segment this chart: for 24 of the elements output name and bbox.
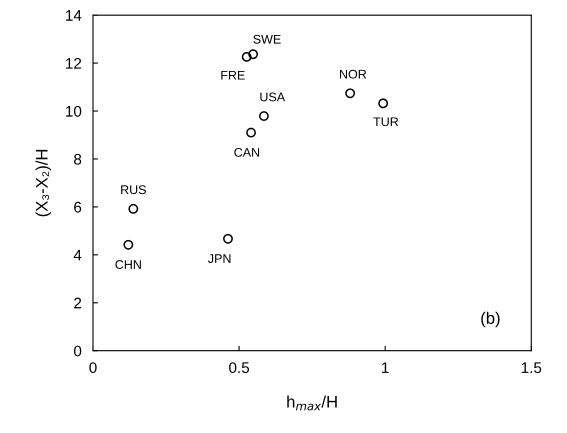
x-tick-label: 0 [89, 362, 97, 374]
annotation: (b) [481, 312, 500, 328]
annotation: NOR [340, 70, 366, 79]
y-tick-label: 4 [74, 250, 82, 260]
annotation: CAN [234, 148, 260, 157]
x-tick-label: 0.5 [229, 362, 250, 374]
annotation: CHN [115, 260, 141, 269]
annotation: SWE [253, 34, 281, 44]
x-tick-label: 1 [382, 362, 389, 373]
y-axis-title: (X₃-X₂)/H [35, 150, 51, 216]
y-tick-label: 0 [74, 346, 82, 356]
annotation: JPN [208, 254, 230, 263]
x-tick-label: 1.5 [522, 362, 542, 374]
y-tick-label: 8 [74, 154, 82, 165]
y-tick-label: 6 [74, 202, 82, 213]
y-tick-label: 2 [74, 298, 82, 308]
y-tick-label: 14 [66, 10, 82, 21]
annotation: FRE [221, 70, 245, 80]
annotation: USA [260, 92, 286, 102]
y-tick-label: 12 [66, 58, 82, 69]
x-axis-title: h$_{max}$/H [287, 395, 337, 410]
annotation: TUR [373, 117, 398, 126]
y-tick-label: 10 [66, 106, 82, 117]
annotation: RUS [121, 185, 146, 194]
